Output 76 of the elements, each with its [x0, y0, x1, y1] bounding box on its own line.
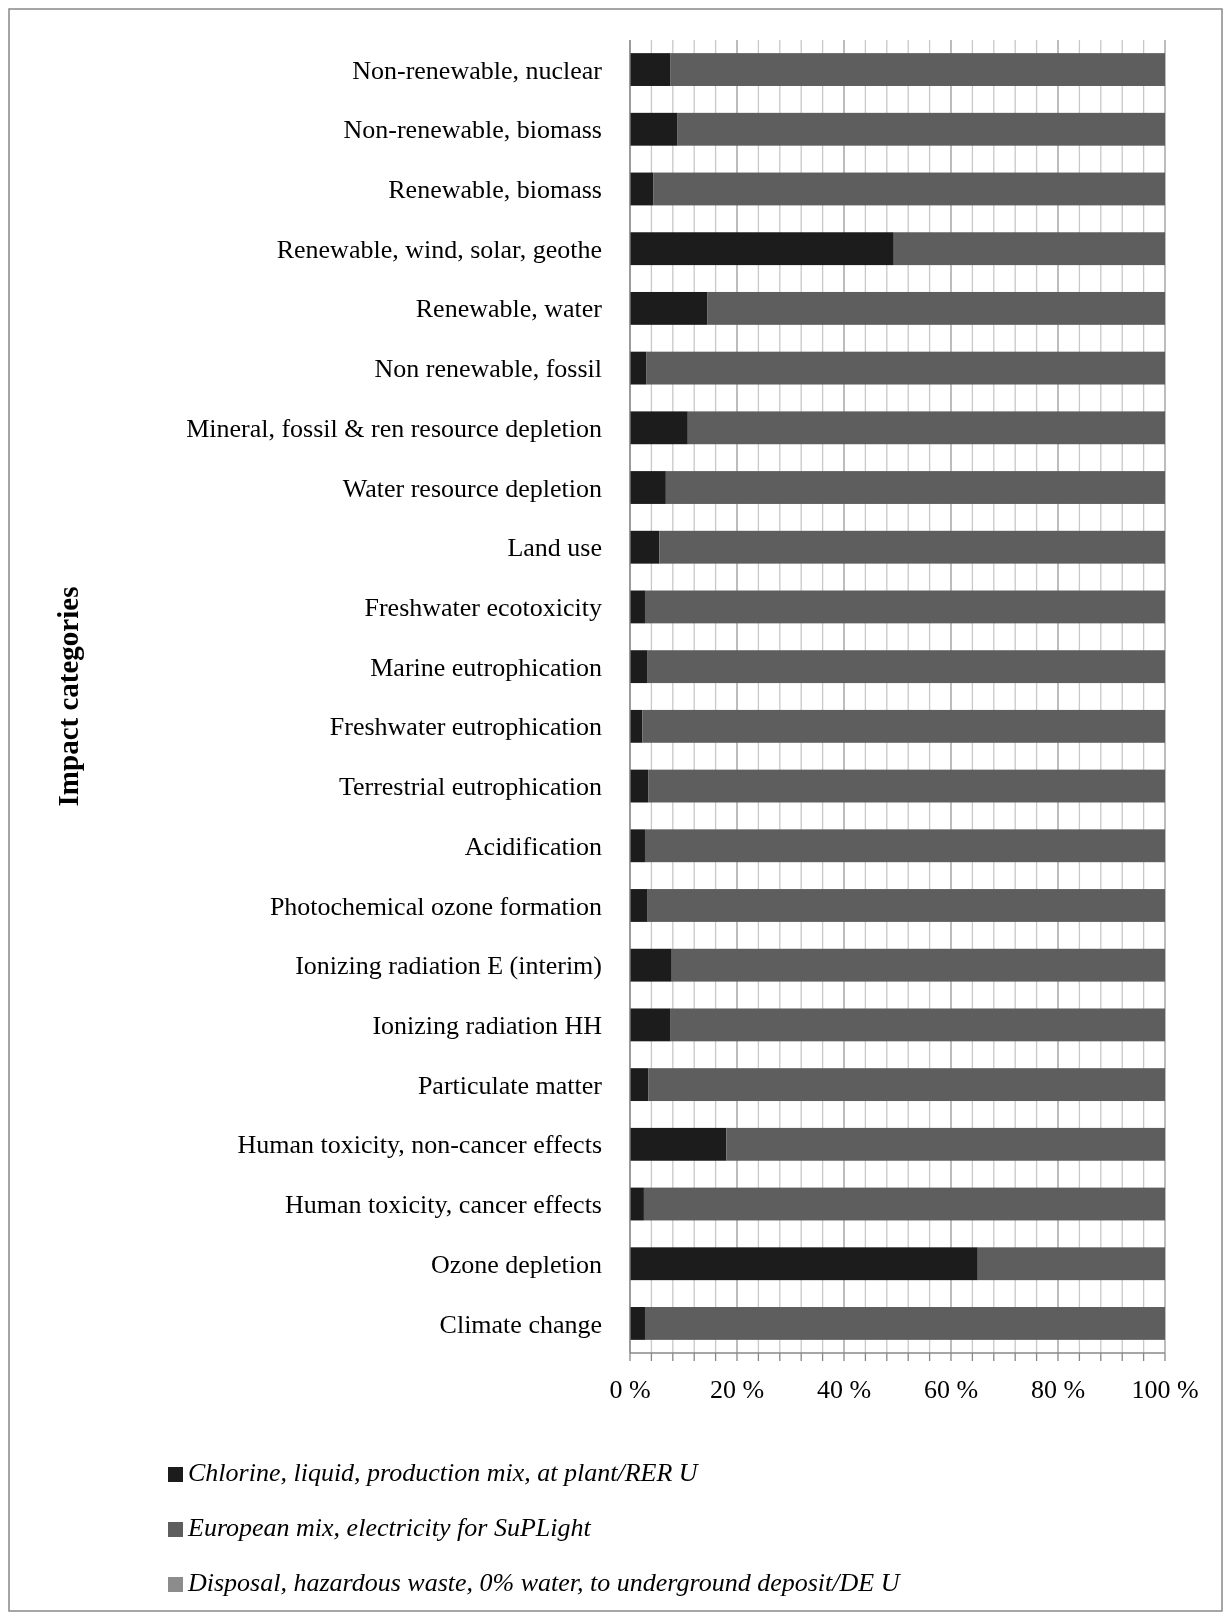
y-tick-label: Freshwater ecotoxicity	[364, 593, 602, 623]
bar	[630, 948, 672, 982]
bar	[630, 1307, 645, 1340]
x-tick-label: 80 %	[1030, 1375, 1086, 1404]
bar	[707, 291, 1165, 325]
bar	[659, 530, 1165, 564]
bar	[653, 172, 1165, 206]
y-tick-label: Mineral, fossil & ren resource depletion	[186, 413, 602, 443]
y-tick-label: Renewable, wind, solar, geothe	[276, 234, 602, 264]
bar	[643, 1187, 1165, 1221]
bar	[644, 1307, 1165, 1340]
y-tick-label: Climate change	[439, 1309, 602, 1339]
x-tick-label: 20 %	[709, 1375, 765, 1404]
x-tick-label: 0 %	[609, 1375, 651, 1404]
bar	[670, 1008, 1165, 1042]
bar	[630, 1187, 644, 1221]
y-tick-label: Water resource depletion	[342, 473, 602, 503]
bar	[630, 889, 648, 922]
bar	[646, 351, 1165, 385]
bar	[630, 650, 648, 684]
bar	[630, 232, 894, 266]
y-tick-label: Freshwater eutrophication	[329, 712, 602, 742]
y-tick-label: Renewable, water	[415, 294, 603, 324]
bar	[677, 112, 1165, 146]
y-tick-label: Terrestrial eutrophication	[338, 772, 602, 802]
bar	[630, 590, 645, 624]
bar	[665, 471, 1165, 504]
bar	[977, 1247, 1165, 1281]
y-tick-label: Particulate matter	[417, 1070, 603, 1100]
y-tick-label: Photochemical ozone formation	[269, 891, 602, 921]
y-axis-title: Impact categories	[52, 586, 84, 807]
y-tick-label: Renewable, biomass	[388, 175, 602, 205]
y-tick-label: Human toxicity, cancer effects	[285, 1190, 602, 1220]
legend-label: European mix, electricity for SuPLight	[187, 1513, 592, 1542]
y-tick-label: Marine eutrophication	[370, 652, 602, 682]
y-tick-label: Non-renewable, nuclear	[352, 55, 603, 85]
y-tick-label: Non renewable, fossil	[374, 354, 602, 384]
y-tick-label: Ozone depletion	[430, 1249, 602, 1279]
bar	[630, 709, 643, 743]
bar	[644, 829, 1165, 863]
bar	[630, 829, 645, 863]
y-tick-label: Non-renewable, biomass	[343, 115, 602, 145]
y-tick-label: Acidification	[464, 831, 602, 861]
bar	[644, 590, 1165, 624]
bar	[726, 1127, 1165, 1161]
bar	[630, 1247, 978, 1281]
y-tick-label: Human toxicity, non-cancer effects	[237, 1130, 602, 1160]
bar	[648, 769, 1165, 803]
bar	[630, 411, 688, 445]
bar	[687, 411, 1165, 445]
bar	[670, 53, 1165, 86]
bar	[630, 112, 678, 146]
x-tick-label: 100 %	[1131, 1375, 1199, 1404]
y-tick-label: Land use	[507, 533, 602, 563]
y-tick-label: Ionizing radiation HH	[372, 1011, 603, 1040]
y-tick-label: Ionizing radiation E (interim)	[295, 951, 602, 981]
bar	[642, 709, 1165, 743]
bar	[893, 232, 1165, 266]
bar	[630, 351, 647, 385]
bar	[630, 769, 649, 803]
bar	[671, 948, 1165, 982]
bar	[630, 530, 660, 564]
bar	[630, 291, 708, 325]
x-tick-label: 40 %	[816, 1375, 872, 1404]
bar	[630, 1008, 671, 1042]
bar	[647, 650, 1165, 684]
legend-label: Chlorine, liquid, production mix, at plant/RER U	[188, 1458, 700, 1487]
bar	[630, 1068, 649, 1102]
x-tick-label: 60 %	[923, 1375, 979, 1404]
legend-label: Disposal, hazardous waste, 0% water, to underground deposit/DE U	[187, 1568, 902, 1597]
bar	[630, 471, 666, 504]
bar	[647, 889, 1165, 922]
bar	[630, 172, 654, 206]
bar	[648, 1068, 1165, 1102]
bar	[630, 1127, 727, 1161]
bar	[630, 53, 671, 86]
